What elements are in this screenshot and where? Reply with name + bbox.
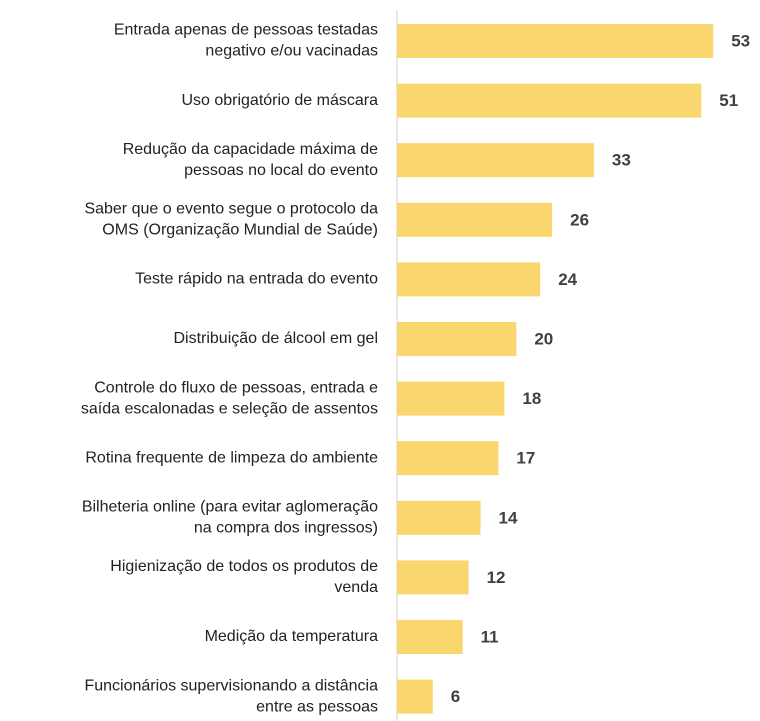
category-label: venda [334, 579, 378, 596]
bar [397, 262, 541, 297]
category-label: Uso obrigatório de máscara [181, 92, 378, 109]
bar [397, 322, 517, 356]
category-label: Redução da capacidade máxima de [123, 141, 378, 158]
value-label: 18 [522, 389, 541, 408]
category-label: OMS (Organização Mundial de Saúde) [102, 222, 378, 239]
value-label: 11 [481, 627, 499, 646]
value-label: 26 [570, 210, 589, 229]
bar [397, 620, 463, 654]
value-label: 14 [499, 508, 518, 527]
category-label: Saber que o evento segue o protocolo da [84, 201, 378, 218]
bar [397, 441, 499, 476]
value-label: 6 [451, 687, 460, 706]
value-label: 20 [534, 329, 553, 348]
category-label: Entrada apenas de pessoas testadas [114, 22, 378, 39]
bar [397, 560, 469, 595]
bar [397, 83, 702, 118]
category-label: Distribuição de álcool em gel [173, 330, 378, 347]
bar [397, 500, 481, 535]
category-label: Funcionários supervisionando a distância [84, 677, 378, 694]
bar [397, 24, 714, 58]
bar [397, 679, 433, 714]
category-label: saída escalonadas e seleção de assentos [81, 400, 378, 417]
bar [397, 202, 553, 237]
category-label: Higienização de todos os produtos de [110, 558, 378, 575]
bar [397, 143, 594, 178]
category-label: Rotina frequente de limpeza do ambiente [85, 449, 378, 466]
value-label: 12 [487, 568, 506, 587]
category-label: pessoas no local do evento [184, 162, 378, 179]
category-label: Bilheteria online (para evitar aglomeraç… [82, 499, 378, 516]
value-label: 33 [612, 151, 631, 170]
bar [397, 381, 505, 416]
category-label: negativo e/ou vacinadas [205, 43, 378, 60]
value-label: 24 [558, 270, 577, 289]
value-label: 17 [516, 449, 535, 468]
value-label: 53 [731, 31, 750, 50]
category-label: na compra dos ingressos) [194, 520, 378, 537]
category-label: entre as pessoas [256, 698, 378, 715]
category-label: Teste rápido na entrada do evento [135, 271, 378, 288]
category-label: Medição da temperatura [205, 628, 379, 645]
category-label: Controle do fluxo de pessoas, entrada e [94, 379, 378, 396]
value-label: 51 [719, 91, 738, 110]
